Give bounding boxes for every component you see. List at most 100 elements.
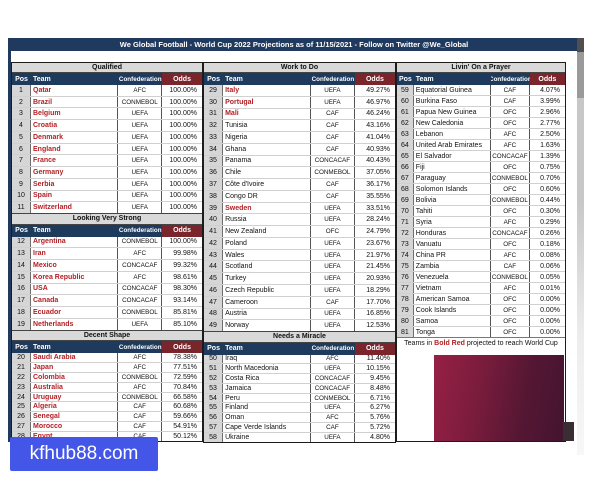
cell-team: Venezuela xyxy=(414,272,492,282)
cell-confederation: CONCACAF xyxy=(118,295,163,306)
watermark-badge[interactable]: kfhub88.com xyxy=(10,437,158,471)
table-row: 49 Norway UEFA 12.53% xyxy=(204,320,395,332)
cell-pos: 79 xyxy=(397,305,414,315)
cell-team: Spain xyxy=(31,190,119,202)
table-row: 51 North Macedonia UEFA 10.15% xyxy=(204,364,395,375)
header-team: Team xyxy=(33,343,51,351)
cell-odds: 0.00% xyxy=(540,328,560,336)
rows-work-to-do: 29 Italy UEFA 49.27% 30 Portugal UEFA 46.97% 31 M… xyxy=(204,85,395,332)
cell-confederation: UEFA xyxy=(311,432,355,442)
cell-odds: 40.93% xyxy=(366,145,390,153)
rows-looking-very-strong: 12 Argentina CONMEBOL 100.00% 13 Iran AFC 99.98… xyxy=(12,236,202,330)
table-row: 48 Austria UEFA 16.85% xyxy=(204,308,395,321)
cell-pos: 1 xyxy=(12,85,31,96)
cell-confederation: CONMEBOL xyxy=(311,393,355,403)
table-row: 58 Ukraine UEFA 4.80% xyxy=(204,432,395,442)
cell-pos: 47 xyxy=(204,296,224,308)
cell-pos: 39 xyxy=(204,202,224,214)
header-pos: Pos xyxy=(207,75,220,83)
cell-team: Korea Republic xyxy=(31,271,119,283)
table-row: 5 Denmark UEFA 100.00% xyxy=(12,131,202,144)
table-row: 27 Morocco CAF 54.91% xyxy=(12,422,202,433)
cell-odds: 28.24% xyxy=(366,216,390,224)
table-row: 22 Colombia CONMEBOL 72.59% xyxy=(12,372,202,383)
cell-team: Honduras xyxy=(414,228,492,238)
header-odds: Odds xyxy=(162,224,202,237)
cell-confederation: CAF xyxy=(118,422,163,432)
table-row: 72 Honduras CONCACAF 0.26% xyxy=(397,228,565,239)
cell-odds: 5.72% xyxy=(370,423,390,431)
table-row: 59 Equatorial Guinea CAF 4.07% xyxy=(397,85,565,96)
cell-pos: 14 xyxy=(12,260,31,271)
table-row: 77 Vietnam AFC 0.01% xyxy=(397,283,565,294)
table-row: 15 Korea Republic AFC 98.61% xyxy=(12,271,202,284)
cell-pos: 67 xyxy=(397,173,414,183)
cell-team: Equatorial Guinea xyxy=(414,85,492,95)
cell-team: Poland xyxy=(223,237,311,249)
table-row: 33 Nigeria CAF 41.04% xyxy=(204,132,395,144)
vertical-scrollbar[interactable] xyxy=(577,38,584,455)
table-row: 62 New Caledonia OFC 2.77% xyxy=(397,118,565,129)
table-row: 24 Uruguay CONMEBOL 66.58% xyxy=(12,392,202,403)
cell-confederation: AFC xyxy=(118,248,163,259)
cell-confederation: CAF xyxy=(311,108,355,120)
cell-team: Papua New Guinea xyxy=(414,107,492,117)
cell-confederation: OFC xyxy=(491,239,530,249)
table-row: 39 Sweden UEFA 33.51% xyxy=(204,202,395,215)
cell-confederation: UEFA xyxy=(311,214,355,226)
cell-pos: 61 xyxy=(397,107,414,117)
cell-odds: 100.00% xyxy=(169,145,197,153)
cell-pos: 2 xyxy=(12,96,31,108)
cell-team: Egypt xyxy=(31,432,119,442)
table-row: 6 England UEFA 100.00% xyxy=(12,143,202,156)
cell-pos: 3 xyxy=(12,108,31,120)
cell-team: Burkina Faso xyxy=(414,96,492,106)
header-odds: Odds xyxy=(162,73,202,85)
cell-team: Russia xyxy=(223,214,311,226)
projection-note: Teams in Bold Red projected to reach Wor… xyxy=(397,337,565,349)
table-row: 13 Iran AFC 99.98% xyxy=(12,248,202,260)
cell-confederation: OFC xyxy=(491,206,530,216)
cell-pos: 71 xyxy=(397,217,414,227)
table-row: 1 Qatar AFC 100.00% xyxy=(12,85,202,97)
table-row: 3 Belgium UEFA 100.00% xyxy=(12,108,202,121)
cell-odds: 41.04% xyxy=(366,133,390,141)
cell-team: New Zealand xyxy=(223,226,311,237)
cell-odds: 100.00% xyxy=(169,169,197,176)
cell-confederation: CAF xyxy=(118,432,163,442)
cell-odds: 100.00% xyxy=(169,238,197,246)
cell-confederation: CAF xyxy=(311,296,355,308)
table-row: 41 New Zealand OFC 24.79% xyxy=(204,226,395,238)
cell-pos: 76 xyxy=(397,272,414,282)
cell-confederation: UEFA xyxy=(311,249,355,261)
cell-confederation: CAF xyxy=(491,85,530,95)
cell-odds: 100.00% xyxy=(169,204,197,212)
column-header-row: Pos Team Confederation Odds xyxy=(12,73,202,85)
header-pos: Pos xyxy=(398,75,412,83)
cell-team: Austria xyxy=(223,308,311,320)
cell-team: Czech Republic xyxy=(223,285,311,296)
cell-confederation: OFC xyxy=(491,305,530,315)
table-row: 78 American Samoa OFC 0.00% xyxy=(397,294,565,305)
cell-confederation: UEFA xyxy=(118,167,163,178)
cell-team: Peru xyxy=(223,393,311,403)
cell-confederation: UEFA xyxy=(311,202,355,214)
cell-confederation: UEFA xyxy=(311,320,355,332)
cell-confederation: OFC xyxy=(491,294,530,304)
cell-odds: 100.00% xyxy=(169,180,197,188)
cell-odds: 46.24% xyxy=(366,110,390,118)
cell-pos: 43 xyxy=(204,249,224,261)
cell-odds: 21.97% xyxy=(366,251,390,259)
rows-decent-shape: 20 Saudi Arabia AFC 78.38% 21 Japan AFC 77.51% 2… xyxy=(12,353,202,442)
title-bar: We Global Football - World Cup 2022 Proj… xyxy=(11,38,577,51)
header-pos: Pos xyxy=(207,345,220,352)
table-row: 44 Scotland UEFA 21.45% xyxy=(204,261,395,274)
cell-team: American Samoa xyxy=(414,294,492,304)
cell-pos: 40 xyxy=(204,214,224,226)
cell-confederation: CONCACAF xyxy=(118,283,163,295)
cell-team: Germany xyxy=(31,167,119,178)
cell-odds: 0.00% xyxy=(540,306,560,314)
table-row: 55 Finland UEFA 6.27% xyxy=(204,403,395,414)
cell-odds: 49.27% xyxy=(366,86,390,94)
